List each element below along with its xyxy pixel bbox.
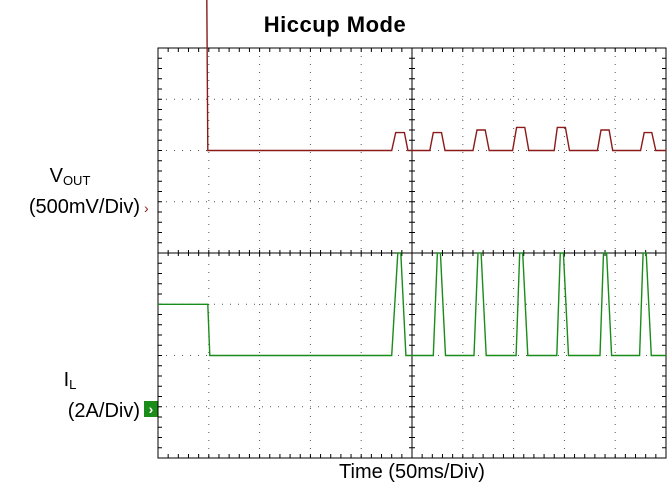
vout-subscript: OUT	[62, 173, 91, 188]
vout-name: V	[49, 165, 63, 187]
plot-traces	[158, 0, 666, 357]
il-ground-marker-icon: ›	[144, 401, 158, 417]
vout-label: VOUT (500mV/Div)	[0, 163, 140, 220]
vout-ground-marker-icon: ›	[144, 200, 149, 216]
vout-scale: (500mV/Div)	[28, 196, 140, 218]
chart-title: Hiccup Mode	[263, 12, 407, 37]
trace-vout	[206, 0, 666, 152]
il-subscript: L	[69, 377, 77, 392]
trace-il	[158, 252, 666, 357]
plot-grid	[157, 47, 667, 459]
x-axis-label: Time (50ms/Div)	[339, 461, 485, 483]
il-scale: (2A/Div)	[67, 400, 140, 422]
il-label: IL (2A/Div)	[0, 367, 140, 424]
il-name: I	[63, 369, 70, 391]
